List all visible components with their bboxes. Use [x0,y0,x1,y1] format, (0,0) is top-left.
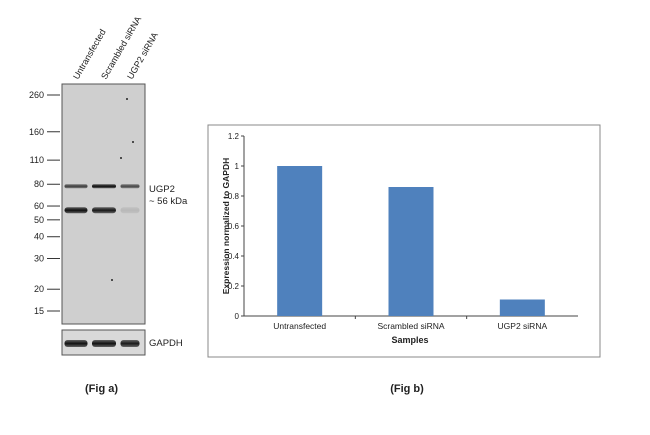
gapdh-bands [64,340,140,347]
fig-a-caption: (Fig a) [85,383,118,395]
mw-marker-label: 80 [34,179,44,189]
mw-marker-label: 50 [34,215,44,225]
band-80kda [64,184,88,189]
mw-marker-label: 20 [34,284,44,294]
band-label-line1: UGP2 [149,184,175,195]
x-axis-title: Samples [391,335,428,345]
blot-speck [132,141,134,143]
y-tick-label: 0.4 [228,252,240,261]
band-ugp2 [64,207,88,214]
x-tick-label: Scrambled siRNA [377,321,444,331]
blot-speck [111,279,113,281]
mw-marker-label: 110 [30,155,44,165]
blot-speck [120,157,122,159]
x-tick-label: Untransfected [273,321,326,331]
bars [277,166,545,316]
bar [277,166,323,316]
mw-marker-label: 40 [34,232,44,242]
y-tick-label: 0.6 [228,222,240,231]
band-ugp2 [120,207,140,214]
mw-marker-label: 260 [29,90,44,100]
gapdh-label: GAPDH [149,338,183,349]
blot-membrane [61,83,146,325]
y-tick-label: 0.2 [228,282,240,291]
x-tick-label: UGP2 siRNA [498,321,548,331]
y-tick-label: 1 [235,162,240,171]
y-axis: 0 0.2 0.4 0.6 0.8 1 1.2 [228,132,245,321]
y-tick-label: 0.8 [228,192,240,201]
band-gapdh [120,340,140,347]
fig-b-caption: (Fig b) [390,383,424,395]
y-tick-label: 1.2 [228,132,240,141]
y-tick-label: 0 [235,312,240,321]
mw-marker-label: 15 [34,306,44,316]
band-80kda [120,184,140,189]
mw-markers: 260 160 110 80 60 50 40 30 20 15 [29,90,60,316]
bar [499,299,545,316]
band-gapdh [92,340,116,347]
y-axis-title: Expression normalized to GAPDH [221,158,231,295]
bar-chart-panel: 0 0.2 0.4 0.6 0.8 1 1.2 Untransfected Scrambled… [207,124,601,395]
band-label-line2: ~ 56 kDa [149,196,188,207]
band-80kda [92,184,116,189]
mw-marker-label: 60 [34,201,44,211]
band-ugp2 [92,207,116,214]
mw-marker-label: 30 [34,254,44,264]
blot-speck [126,98,128,100]
mw-marker-label: 160 [29,127,44,137]
band-gapdh [64,340,88,347]
blot-bands [64,98,140,281]
bar [388,187,434,316]
